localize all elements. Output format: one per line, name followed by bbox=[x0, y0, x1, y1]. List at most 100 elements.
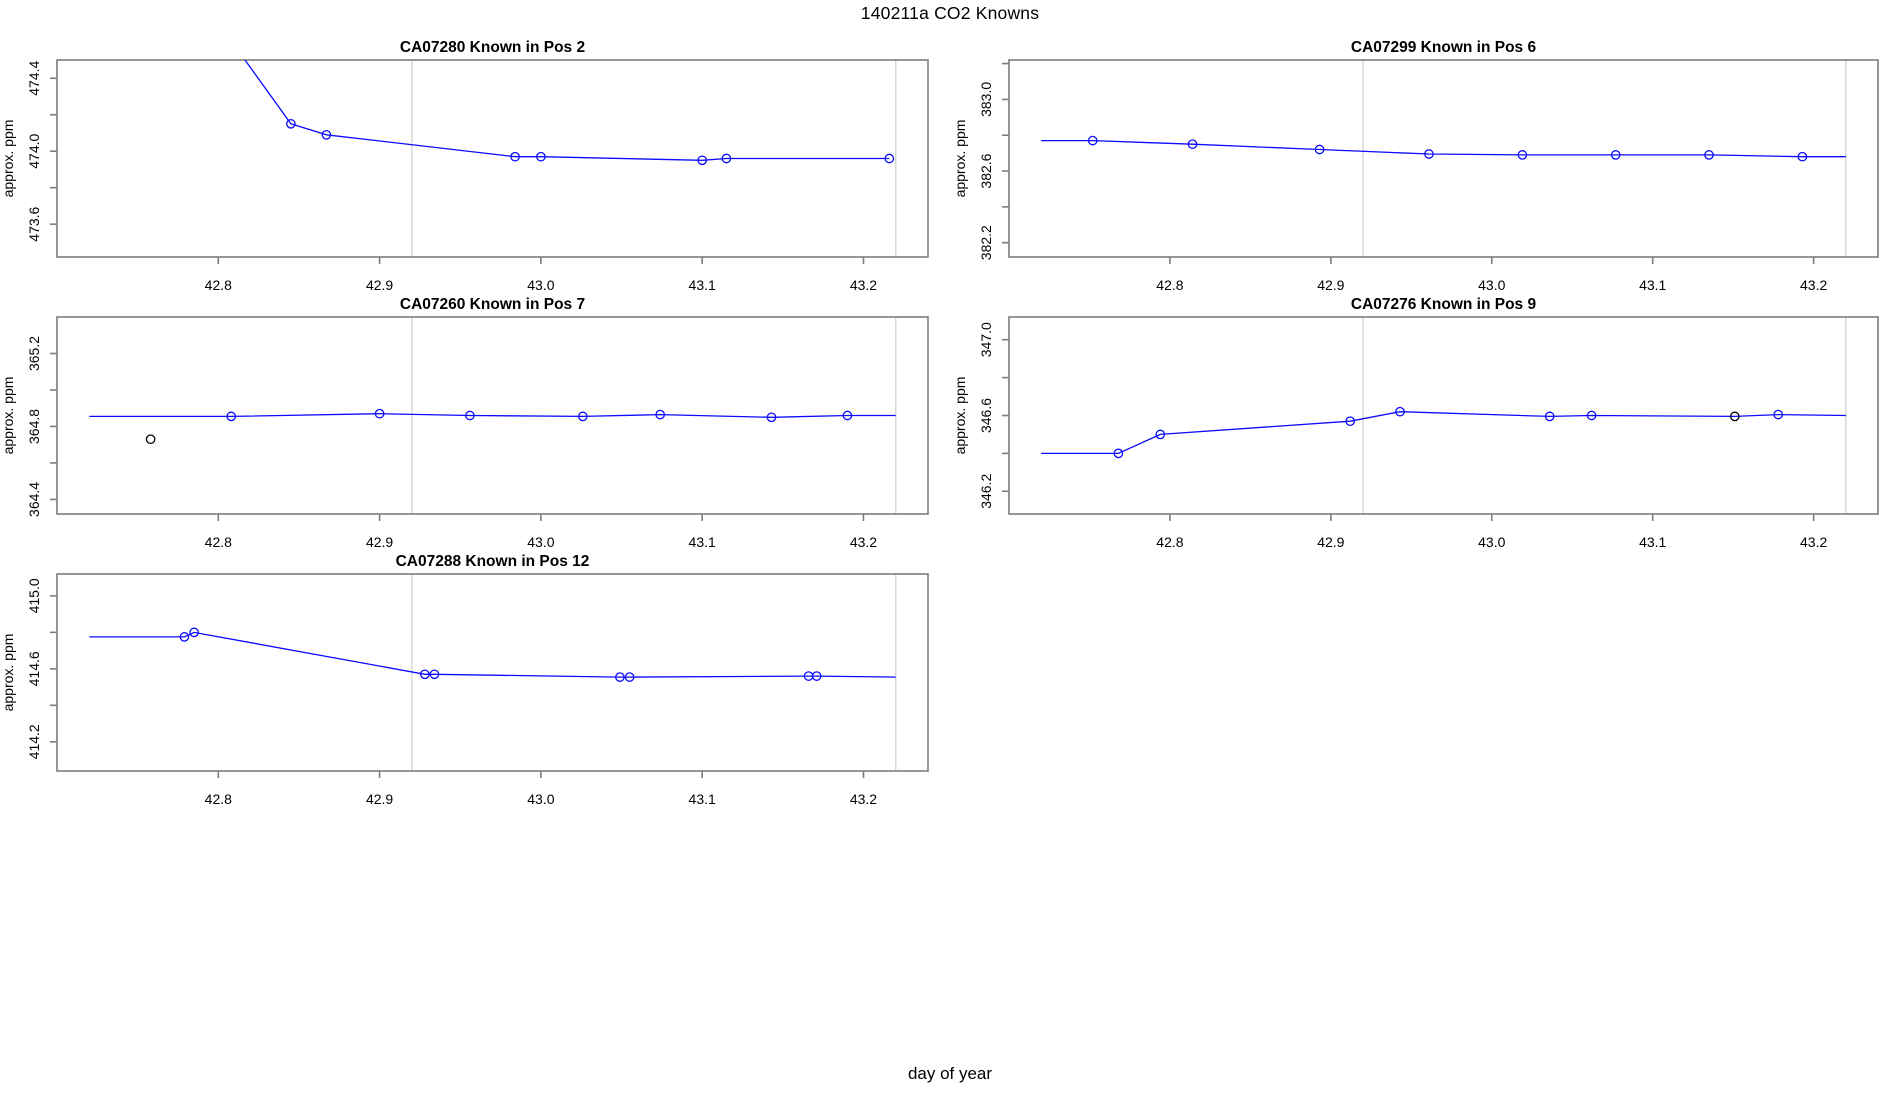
plot-box bbox=[1008, 59, 1879, 258]
data-point bbox=[321, 129, 332, 140]
data-point bbox=[1544, 411, 1555, 422]
data-point bbox=[766, 412, 777, 423]
plot-box bbox=[56, 59, 929, 258]
data-point bbox=[536, 151, 546, 162]
x-tick-label: 42.9 bbox=[1317, 534, 1344, 550]
y-tick-label: 473.6 bbox=[26, 206, 42, 241]
x-tick-label: 43.0 bbox=[527, 791, 554, 807]
data-point bbox=[465, 410, 475, 421]
data-point bbox=[615, 672, 625, 682]
panel-CA07288: CA07288 Known in Pos 12 42.8 42.9 43.0 43.1 4… bbox=[0, 553, 929, 807]
y-tick-label: 474.0 bbox=[26, 133, 42, 168]
y-axis-label: approx. ppm bbox=[952, 120, 968, 198]
y-tick-label: 382.2 bbox=[978, 225, 994, 260]
x-tick-label: 42.8 bbox=[205, 534, 232, 550]
series-line bbox=[244, 60, 890, 161]
data-point bbox=[884, 153, 895, 164]
x-tick-label: 43.0 bbox=[527, 277, 554, 293]
x-tick-label: 43.2 bbox=[1800, 277, 1827, 293]
y-tick-label: 347.0 bbox=[978, 322, 994, 357]
y-tick-label: 364.8 bbox=[26, 409, 42, 444]
y-tick-label: 415.0 bbox=[26, 578, 42, 613]
y-axis-label: approx. ppm bbox=[0, 120, 16, 198]
panel-title: CA07280 Known in Pos 2 bbox=[400, 39, 585, 56]
points-group bbox=[1113, 406, 1784, 459]
x-tick-label: 42.8 bbox=[1156, 277, 1183, 293]
data-point bbox=[419, 669, 430, 680]
data-point bbox=[374, 408, 385, 419]
y-tick-label: 414.2 bbox=[26, 724, 42, 759]
series-line bbox=[1041, 411, 1846, 455]
data-point bbox=[510, 151, 520, 162]
x-tick-label: 43.1 bbox=[1639, 534, 1666, 550]
data-point bbox=[1087, 135, 1098, 146]
y-tick-label: 346.6 bbox=[978, 398, 994, 433]
x-tick-label: 43.1 bbox=[1639, 277, 1666, 293]
y-tick-label: 474.4 bbox=[26, 61, 42, 96]
data-point bbox=[811, 671, 822, 681]
data-point bbox=[697, 155, 708, 166]
y-tick-label: 364.4 bbox=[26, 482, 42, 517]
data-point bbox=[1113, 448, 1124, 459]
x-tick-label: 42.8 bbox=[1156, 534, 1183, 550]
data-point bbox=[1729, 411, 1740, 422]
data-point bbox=[189, 627, 199, 638]
data-point bbox=[1345, 416, 1356, 427]
x-tick-label: 42.9 bbox=[366, 791, 393, 807]
x-tick-label: 42.9 bbox=[1317, 277, 1344, 293]
figure-title: 140211a CO2 Knowns bbox=[860, 3, 1040, 23]
data-point bbox=[577, 411, 588, 422]
x-tick-label: 43.0 bbox=[1478, 277, 1505, 293]
panel-CA07299: CA07299 Known in Pos 6 42.8 42.9 43.0 43.1 43… bbox=[952, 39, 1879, 293]
points-group bbox=[1087, 135, 1808, 162]
panel-CA07260: CA07260 Known in Pos 7 42.8 42.9 43.0 43.1 43… bbox=[0, 296, 929, 550]
data-point bbox=[429, 669, 440, 680]
x-tick-label: 43.2 bbox=[850, 791, 877, 807]
y-tick-label: 383.0 bbox=[978, 82, 994, 117]
data-point bbox=[1155, 429, 1166, 440]
plot-box bbox=[56, 316, 929, 515]
x-tick-label: 43.2 bbox=[850, 534, 877, 550]
y-tick-label: 414.6 bbox=[26, 651, 42, 686]
panel-CA07280: CA07280 Known in Pos 2 42.8 42.9 43.0 43.1 43… bbox=[0, 39, 929, 293]
points-group bbox=[145, 408, 853, 445]
x-tick-label: 43.2 bbox=[1800, 534, 1827, 550]
data-point bbox=[286, 118, 296, 129]
data-point bbox=[1610, 150, 1621, 160]
data-point bbox=[624, 672, 635, 682]
points-group bbox=[179, 627, 822, 682]
y-tick-label: 365.2 bbox=[26, 336, 42, 371]
x-tick-label: 43.0 bbox=[527, 534, 554, 550]
x-tick-label: 43.2 bbox=[850, 277, 877, 293]
data-point bbox=[721, 153, 732, 164]
data-point bbox=[179, 632, 190, 642]
x-tick-label: 42.9 bbox=[366, 277, 393, 293]
y-tick-label: 382.6 bbox=[978, 153, 994, 188]
panel-title: CA07260 Known in Pos 7 bbox=[400, 296, 585, 313]
data-point bbox=[1187, 139, 1198, 150]
x-tick-label: 42.9 bbox=[366, 534, 393, 550]
data-point bbox=[842, 410, 853, 421]
y-tick-label: 346.2 bbox=[978, 474, 994, 509]
data-point bbox=[1704, 150, 1714, 160]
panel-title: CA07288 Known in Pos 12 bbox=[396, 553, 590, 570]
series-line bbox=[1041, 139, 1846, 158]
data-point bbox=[1773, 409, 1784, 420]
panel-title: CA07299 Known in Pos 6 bbox=[1351, 39, 1537, 56]
x-tick-label: 42.8 bbox=[205, 277, 232, 293]
data-point bbox=[655, 409, 666, 420]
data-point bbox=[1395, 406, 1405, 417]
y-axis-label: approx. ppm bbox=[0, 634, 16, 712]
x-tick-label: 43.1 bbox=[689, 791, 716, 807]
data-point bbox=[1586, 410, 1597, 421]
data-point bbox=[226, 411, 237, 422]
data-point bbox=[1517, 150, 1528, 160]
x-tick-label: 43.0 bbox=[1478, 534, 1505, 550]
x-axis-label: day of year bbox=[907, 1064, 993, 1083]
x-tick-label: 43.1 bbox=[689, 277, 716, 293]
data-point bbox=[1424, 149, 1434, 159]
x-tick-label: 42.8 bbox=[205, 791, 232, 807]
plot-box bbox=[56, 573, 929, 772]
series-line bbox=[89, 631, 896, 678]
y-axis-label: approx. ppm bbox=[952, 377, 968, 455]
